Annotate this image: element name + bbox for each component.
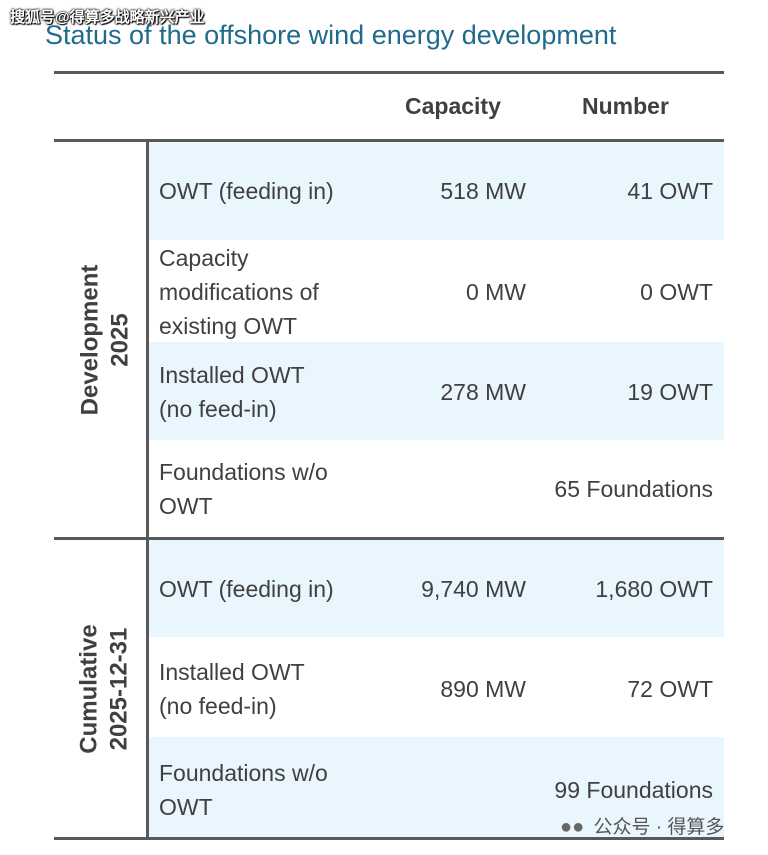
header-capacity: Capacity (405, 93, 501, 119)
row-capacity: 890 MW (440, 676, 526, 702)
table-row: Installed OWT (no feed-in) 278 MW 19 OWT (149, 342, 724, 440)
row-number: 1,680 OWT (595, 576, 713, 602)
row-number: 0 OWT (640, 279, 713, 305)
group-separator-rule (54, 537, 724, 540)
row-number: 72 OWT (627, 676, 713, 702)
row-label: OWT (feeding in) (159, 576, 334, 602)
row-label: Installed OWT (no feed-in) (159, 659, 305, 719)
watermark-bottom-text: 公众号 · 得算多 (593, 817, 725, 838)
row-label: Foundations w/o OWT (159, 459, 328, 519)
group-divider-development (146, 142, 149, 537)
table-row: OWT (feeding in) 9,740 MW 1,680 OWT (149, 540, 724, 637)
table-bottom-rule (54, 837, 724, 840)
table-row: Foundations w/o OWT 99 Foundations (149, 737, 724, 837)
page-title: Status of the offshore wind energy devel… (45, 20, 617, 50)
watermark-bottom: ●​● 公众号 · 得算多 (560, 812, 724, 839)
table-row: Installed OWT (no feed-in) 890 MW 72 OWT (149, 637, 724, 737)
row-capacity: 518 MW (440, 178, 526, 204)
table-top-rule (54, 71, 724, 74)
watermark-top: 搜狐号@得算多战略新兴产业 (10, 9, 205, 26)
row-capacity: 9,740 MW (421, 576, 526, 602)
group-label-development: Development 2025 (73, 142, 137, 537)
group-label-line: Cumulative (76, 623, 103, 754)
header-number: Number (582, 93, 669, 119)
table-row: Capacity modifications of existing OWT 0… (149, 240, 724, 342)
row-label: Capacity modifications of existing OWT (159, 245, 319, 339)
row-capacity: 0 MW (465, 279, 526, 305)
row-label: OWT (feeding in) (159, 178, 334, 204)
group-divider-cumulative (146, 540, 149, 837)
group-label-line: Development (76, 264, 104, 415)
table-row: Foundations w/o OWT 65 Foundations (149, 440, 724, 537)
wechat-icon: ●​● (560, 816, 585, 838)
row-number: 65 Foundations (554, 476, 713, 502)
table-row: OWT (feeding in) 518 MW 41 OWT (149, 142, 724, 240)
row-number: 41 OWT (627, 178, 713, 204)
row-capacity: 278 MW (440, 379, 526, 405)
group-label-line: 2025-12-31 (106, 627, 133, 750)
row-number: 19 OWT (627, 379, 713, 405)
group-label-line: 2025 (106, 312, 134, 367)
group-label-cumulative: Cumulative 2025-12-31 (73, 540, 137, 837)
row-label: Foundations w/o OWT (159, 760, 328, 820)
row-number: 99 Foundations (554, 777, 713, 803)
header-rule (54, 139, 724, 142)
row-label: Installed OWT (no feed-in) (159, 362, 305, 422)
